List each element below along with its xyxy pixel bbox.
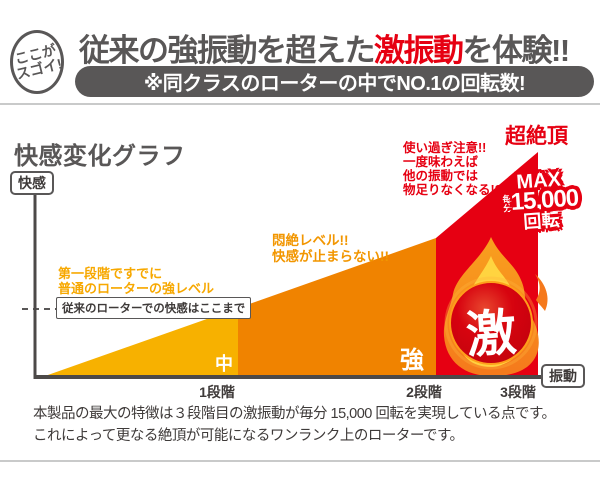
x-tick-stage1: 1段階	[199, 384, 235, 400]
threshold-label: 従来のローターでの快感はここまで	[56, 297, 252, 319]
stage1-level-label: 中	[215, 354, 233, 374]
highlight-badge-text: ここが スゴイ!	[11, 41, 64, 82]
sub-banner: ※同クラスのローターの中でNO.1の回転数!	[75, 66, 594, 97]
description-line1: 本製品の最大の特徴は３段階目の激振動が毎分 15,000 回転を実現している点で…	[33, 406, 556, 422]
stage1-note: 第一段階ですでに 普通のローターの強レベル	[58, 266, 214, 296]
stage3-note-line4: 物足りなくなる!?	[403, 183, 503, 197]
header-divider	[0, 103, 600, 105]
stage3-note-line3: 他の振動では	[403, 169, 479, 183]
stage2-area	[238, 238, 436, 376]
x-tick-stage3: 3段階	[500, 384, 536, 400]
stage2-note-line2: 快感が止まらない!!	[272, 249, 389, 264]
x-axis-label: 振動	[541, 364, 585, 388]
stage2-level-label: 強	[400, 347, 424, 374]
headline-post: を体験!!	[462, 33, 571, 68]
peak-label: 超絶頂	[505, 125, 568, 148]
y-axis-label: 快感	[10, 171, 54, 195]
stage1-note-line1: 第一段階ですでに	[58, 266, 163, 281]
geki-circle	[444, 276, 538, 370]
max-rotation-badge: MAX 毎分 15,000 回転	[487, 169, 593, 234]
main-headline: 従来の強振動を超えた激振動を体験!!	[79, 25, 571, 70]
x-tick-stage2: 2段階	[406, 384, 442, 400]
stage3-level-label: 激	[464, 304, 519, 364]
stage3-note-line2: 一度味わえば	[403, 155, 479, 169]
chart-title: 快感変化グラフ	[14, 143, 186, 170]
footer-divider	[0, 460, 600, 462]
stage2-note-line1: 悶絶レベル!!	[272, 233, 349, 248]
product-description: 本製品の最大の特徴は３段階目の激振動が毎分 15,000 回転を実現している点で…	[33, 403, 556, 447]
stage1-area	[45, 308, 238, 376]
y-axis-line	[33, 192, 37, 378]
highlight-badge: ここが スゴイ!	[10, 30, 64, 94]
x-axis-line	[33, 375, 556, 379]
stage3-note-line1: 使い過ぎ注意!!	[403, 141, 487, 155]
stage2-note: 悶絶レベル!! 快感が止まらない!!	[272, 233, 389, 265]
headline-emphasis: 激振動	[374, 33, 464, 68]
headline-pre: 従来の強振動を超えた	[79, 33, 376, 68]
description-line2: これによって更なる絶頂が可能になるワンランク上のローターです。	[33, 428, 464, 444]
stage1-note-line2: 普通のローターの強レベル	[58, 281, 215, 296]
stage3-note: 使い過ぎ注意!! 一度味わえば 他の振動では 物足りなくなる!?	[403, 141, 502, 197]
